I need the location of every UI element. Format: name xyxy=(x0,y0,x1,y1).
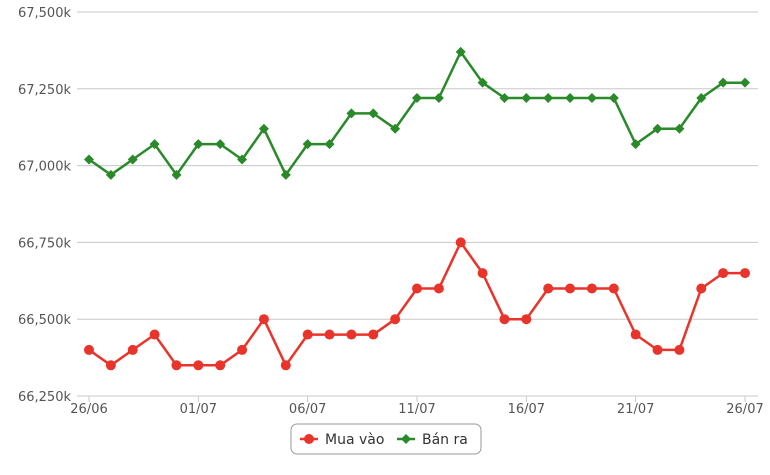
data-point[interactable] xyxy=(193,360,204,371)
y-tick-label: 67,500k xyxy=(18,6,71,21)
data-point[interactable] xyxy=(412,93,422,104)
data-point[interactable] xyxy=(193,139,204,150)
data-point[interactable] xyxy=(390,123,401,134)
y-tick-label: 66,250k xyxy=(18,390,71,405)
data-point[interactable] xyxy=(674,344,685,355)
data-point[interactable] xyxy=(105,360,116,371)
x-tick-label: 11/07 xyxy=(398,402,435,417)
data-point[interactable] xyxy=(346,329,357,340)
legend-label: Mua vào xyxy=(325,432,384,448)
data-point[interactable] xyxy=(324,139,335,150)
data-point[interactable] xyxy=(455,237,466,248)
data-point[interactable] xyxy=(608,283,619,294)
data-point[interactable] xyxy=(171,360,182,371)
data-point[interactable] xyxy=(499,314,510,325)
data-point[interactable] xyxy=(543,93,554,104)
data-point[interactable] xyxy=(324,329,335,340)
data-point[interactable] xyxy=(696,283,707,294)
x-axis: 26/06 01/07 06/07 11/07 16/07 21/07 26/07 xyxy=(70,396,764,417)
data-point[interactable] xyxy=(718,268,729,279)
data-point[interactable] xyxy=(586,93,597,104)
x-tick-label: 26/07 xyxy=(726,402,763,417)
data-point[interactable] xyxy=(390,314,401,325)
data-point[interactable] xyxy=(477,268,488,279)
data-point[interactable] xyxy=(696,93,707,104)
legend-label: Bán ra xyxy=(422,432,468,448)
data-point[interactable] xyxy=(433,283,444,294)
data-point[interactable] xyxy=(674,123,685,134)
data-point[interactable] xyxy=(302,329,313,340)
data-point[interactable] xyxy=(740,268,750,279)
x-tick-label: 06/07 xyxy=(289,402,326,417)
legend-item-ban-ra[interactable]: Bán ra xyxy=(397,432,468,448)
data-point[interactable] xyxy=(740,77,750,88)
data-point[interactable] xyxy=(412,283,422,294)
series-group xyxy=(84,46,750,371)
data-point[interactable] xyxy=(521,314,532,325)
data-point[interactable] xyxy=(105,169,116,180)
data-point[interactable] xyxy=(630,139,641,150)
data-point[interactable] xyxy=(586,283,597,294)
data-point[interactable] xyxy=(84,344,94,355)
data-point[interactable] xyxy=(608,93,619,104)
legend-marker xyxy=(304,434,314,444)
x-tick-label: 16/07 xyxy=(508,402,545,417)
data-point[interactable] xyxy=(565,283,576,294)
data-point[interactable] xyxy=(149,139,160,150)
data-point[interactable] xyxy=(543,283,554,294)
data-point[interactable] xyxy=(84,154,94,165)
data-point[interactable] xyxy=(127,344,138,355)
legend-item-mua-vao[interactable]: Mua vào xyxy=(300,432,384,448)
data-point[interactable] xyxy=(149,329,160,340)
data-point[interactable] xyxy=(433,93,444,104)
series-line xyxy=(88,50,745,177)
grid xyxy=(77,11,758,397)
data-point[interactable] xyxy=(368,329,379,340)
data-point[interactable] xyxy=(652,344,663,355)
data-point[interactable] xyxy=(258,314,269,325)
data-point[interactable] xyxy=(718,77,729,88)
x-tick-label: 21/07 xyxy=(617,402,654,417)
y-tick-label: 67,000k xyxy=(18,160,71,175)
data-point[interactable] xyxy=(302,139,313,150)
y-tick-label: 67,250k xyxy=(18,83,71,98)
data-point[interactable] xyxy=(258,123,269,134)
data-point[interactable] xyxy=(346,108,357,119)
data-point[interactable] xyxy=(237,344,248,355)
y-axis: 66,250k 66,500k 66,750k 67,000k 67,250k 67,50… xyxy=(18,6,71,405)
series-line xyxy=(88,241,745,367)
data-point[interactable] xyxy=(280,169,291,180)
data-point[interactable] xyxy=(521,93,532,104)
legend-marker xyxy=(401,434,411,444)
data-point[interactable] xyxy=(477,77,488,88)
x-tick-label: 01/07 xyxy=(180,402,217,417)
data-point[interactable] xyxy=(499,93,510,104)
legend-box xyxy=(290,423,482,455)
data-point[interactable] xyxy=(368,108,379,119)
data-point[interactable] xyxy=(127,154,138,165)
data-point[interactable] xyxy=(565,93,576,104)
series-ban-ra xyxy=(84,46,750,180)
data-point[interactable] xyxy=(652,123,663,134)
data-point[interactable] xyxy=(215,360,226,371)
data-point[interactable] xyxy=(215,139,226,150)
data-point[interactable] xyxy=(171,169,182,180)
data-point[interactable] xyxy=(455,46,466,57)
data-point[interactable] xyxy=(630,329,641,340)
data-point[interactable] xyxy=(280,360,291,371)
x-tick-label: 26/06 xyxy=(70,402,107,417)
series-mua-vao xyxy=(84,237,750,371)
y-tick-label: 66,500k xyxy=(18,313,71,328)
legend[interactable]: Mua vào Bán ra xyxy=(290,423,482,455)
y-tick-label: 66,750k xyxy=(18,236,71,251)
data-point[interactable] xyxy=(237,154,248,165)
